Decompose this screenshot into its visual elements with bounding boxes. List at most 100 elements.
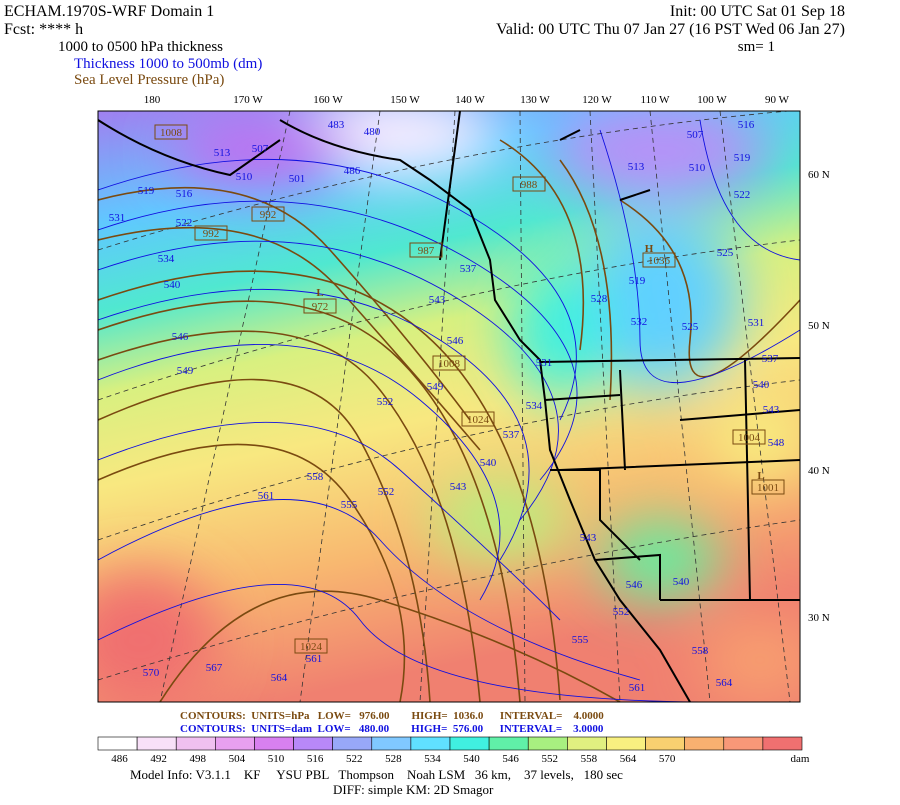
- colorbar-swatch: [136, 736, 177, 751]
- thickness-label: 525: [717, 247, 734, 259]
- thickness-label: 522: [176, 217, 193, 229]
- colorbar-label: 540: [463, 753, 480, 765]
- pressure-label-box: [194, 225, 228, 241]
- latitude-label: 50 N: [808, 320, 830, 332]
- pressure-label: 1024: [300, 641, 323, 653]
- field-title: 1000 to 0500 hPa thickness: [58, 39, 223, 55]
- thickness-label: 546: [172, 331, 189, 343]
- pressure-label: 992: [260, 209, 277, 221]
- longitude-label: 120 W: [582, 94, 612, 106]
- model-title: ECHAM.1970S-WRF Domain 1: [4, 3, 214, 20]
- colorbar-label: 564: [620, 753, 637, 765]
- pressure-label: 987: [418, 245, 435, 257]
- longitude-label: 140 W: [455, 94, 485, 106]
- pressure-label: 972: [312, 301, 329, 313]
- pressure-label: 1036: [648, 255, 671, 267]
- thickness-label: 558: [692, 645, 709, 657]
- thickness-label: 534: [526, 400, 543, 412]
- thickness-label: 513: [214, 147, 231, 159]
- pressure-label-box: [303, 298, 337, 314]
- pressure-label-box: [512, 176, 546, 192]
- thickness-label: 507: [252, 143, 269, 155]
- thickness-label: 552: [377, 396, 394, 408]
- thickness-label: 549: [177, 365, 194, 377]
- longitude-label: 180: [144, 94, 161, 106]
- thickness-label: 558: [307, 471, 324, 483]
- thickness-label: 516: [738, 119, 755, 131]
- init-time: Init: 00 UTC Sat 01 Sep 18: [670, 3, 845, 20]
- colorbar-swatch: [762, 736, 803, 751]
- thickness-label: 548: [768, 437, 785, 449]
- pressure-label-box: [751, 479, 785, 495]
- latitude-label: 60 N: [808, 169, 830, 181]
- pressure-center: H: [645, 243, 654, 255]
- thickness-label: 564: [271, 672, 288, 684]
- colorbar-label: 570: [659, 753, 676, 765]
- thickness-label: 561: [306, 653, 323, 665]
- thickness-label: 532: [631, 316, 648, 328]
- thickness-contour-info: CONTOURS: UNITS=dam LOW= 480.00 HIGH= 57…: [180, 723, 604, 735]
- colorbar-swatch: [488, 736, 529, 751]
- longitude-label: 100 W: [697, 94, 727, 106]
- colorbar-swatch: [254, 736, 294, 751]
- colorbar-label: 558: [581, 753, 598, 765]
- thickness-label: 561: [629, 682, 646, 694]
- thickness-label: 528: [591, 293, 608, 305]
- pressure-label: 992: [203, 228, 220, 240]
- colorbar-label: 534: [424, 753, 441, 765]
- thickness-label: 537: [503, 429, 520, 441]
- pressure-label: 1024: [467, 414, 490, 426]
- pressure-label: 988: [521, 179, 538, 191]
- colorbar-label: 504: [229, 753, 246, 765]
- pressure-label: 1001: [757, 482, 779, 494]
- colorbar-swatch: [371, 736, 412, 751]
- forecast-hour: Fcst: **** h: [4, 21, 83, 38]
- thickness-label: 570: [143, 667, 160, 679]
- thickness-label: 534: [158, 253, 175, 265]
- pressure-label-box: [432, 355, 466, 371]
- thickness-label: 540: [753, 379, 770, 391]
- pressure-center: L: [757, 470, 764, 482]
- pressure-label-box: [154, 124, 188, 140]
- thickness-label: 519: [629, 275, 646, 287]
- pressure-legend: Sea Level Pressure (hPa): [74, 72, 224, 88]
- colorbar-swatch: [723, 736, 764, 751]
- thickness-label: 516: [176, 188, 193, 200]
- colorbar-swatch: [449, 736, 490, 751]
- pressure-label: 1008: [160, 127, 183, 139]
- pressure-label-box: [294, 638, 328, 654]
- pressure-label-box: [409, 242, 443, 258]
- thickness-label: 510: [236, 171, 253, 183]
- colorbar-swatch: [410, 736, 451, 751]
- colorbar-swatch: [215, 736, 255, 751]
- pressure-contour-info: CONTOURS: UNITS=hPa LOW= 976.00 HIGH= 10…: [180, 710, 604, 722]
- thickness-label: 540: [673, 576, 690, 588]
- pressure-label-box: [461, 411, 495, 427]
- colorbar-label: 498: [190, 753, 207, 765]
- thickness-label: 483: [328, 119, 345, 131]
- thickness-label: 522: [734, 189, 751, 201]
- thickness-label: 510: [689, 162, 706, 174]
- diff-info: DIFF: simple KM: 2D Smagor: [333, 782, 494, 797]
- longitude-label: 170 W: [233, 94, 263, 106]
- pressure-label-box: [642, 252, 676, 268]
- pressure-label-box: [251, 206, 285, 222]
- thickness-label: 543: [763, 404, 780, 416]
- thickness-label: 537: [762, 353, 779, 365]
- thickness-label: 507: [687, 129, 704, 141]
- thickness-label: 543: [429, 294, 446, 306]
- map-field: 483 480 513 507 510 501 486 519 516 531 522 534 540 5…: [98, 111, 800, 702]
- thickness-label: 486: [344, 165, 361, 177]
- thickness-label: 519: [734, 152, 751, 164]
- longitude-label: 90 W: [765, 94, 790, 106]
- latitude-label: 30 N: [808, 612, 830, 624]
- pressure-center: L: [316, 287, 323, 299]
- pressure-label: 1004: [738, 432, 761, 444]
- colorbar-label: 492: [150, 753, 167, 765]
- thickness-label: 549: [427, 381, 444, 393]
- thickness-label: 531: [109, 212, 126, 224]
- thickness-label: 555: [341, 499, 358, 511]
- colorbar-swatch: [332, 736, 373, 751]
- colorbar-label: 486: [111, 753, 128, 765]
- colorbar-label: 552: [542, 753, 559, 765]
